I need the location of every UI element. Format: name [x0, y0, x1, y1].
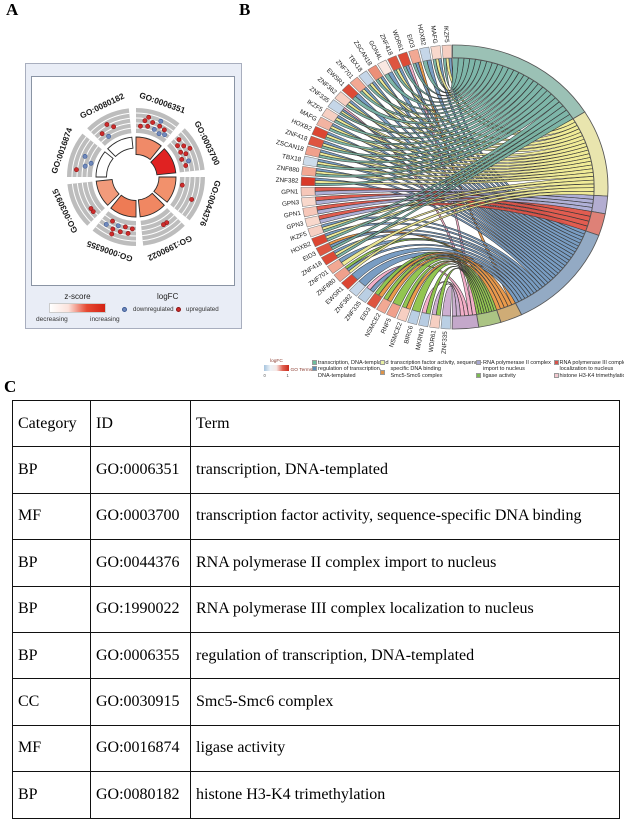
svg-text:IKZF5: IKZF5 — [289, 230, 308, 242]
svg-text:ZNF335: ZNF335 — [441, 331, 449, 355]
svg-text:ZNF382: ZNF382 — [276, 177, 300, 185]
svg-text:ZSCAN18: ZSCAN18 — [275, 139, 305, 153]
svg-text:WDR61: WDR61 — [428, 329, 438, 352]
svg-text:GPN3: GPN3 — [286, 220, 305, 231]
svg-text:BIRC6: BIRC6 — [403, 324, 415, 344]
svg-text:EID3: EID3 — [302, 250, 318, 263]
svg-text:GPN1: GPN1 — [283, 210, 302, 220]
svg-text:TBX18: TBX18 — [281, 153, 302, 164]
svg-text:ZNF880: ZNF880 — [276, 165, 300, 175]
svg-text:RNF5: RNF5 — [380, 317, 393, 335]
svg-text:HOXB2: HOXB2 — [416, 24, 427, 47]
svg-text:GPN1: GPN1 — [281, 188, 299, 196]
svg-text:EID3: EID3 — [405, 33, 416, 49]
svg-text:ZNF418: ZNF418 — [284, 129, 308, 143]
svg-text:GPN3: GPN3 — [282, 199, 300, 208]
svg-text:IKZF5: IKZF5 — [442, 25, 450, 43]
svg-text:MKRN3: MKRN3 — [415, 327, 426, 350]
svg-text:MAFG: MAFG — [429, 25, 438, 44]
svg-text:EID3: EID3 — [359, 306, 373, 322]
